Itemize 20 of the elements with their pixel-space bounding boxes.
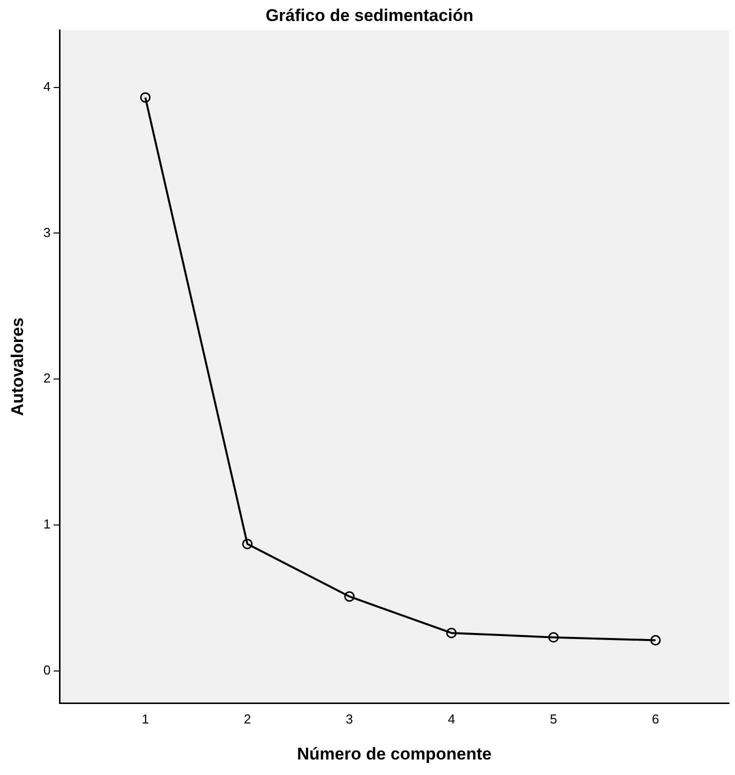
y-tick-label: 4	[43, 78, 51, 94]
point	[650, 635, 661, 646]
y-tick-label: 1	[43, 516, 51, 532]
point	[446, 628, 457, 638]
chart-title: Gráfico de sedimentación	[266, 6, 474, 25]
x-tick-label: 4	[448, 711, 456, 726]
x-axis-title: Número de componente	[297, 744, 492, 764]
y-tick-label: 2	[43, 370, 51, 386]
y-tick-label: 0	[43, 662, 51, 678]
x-tick-label: 6	[652, 711, 660, 726]
x-tick-label: 2	[244, 711, 251, 726]
y-tick-label: 3	[43, 224, 51, 240]
point	[548, 632, 559, 643]
point	[140, 92, 151, 103]
y-axis-title: Autovalores	[8, 318, 27, 416]
point	[344, 591, 355, 602]
x-tick-label: 5	[550, 711, 558, 726]
x-tick-label: 3	[346, 711, 354, 726]
x-tick-label: 1	[142, 711, 149, 726]
point	[242, 538, 253, 550]
